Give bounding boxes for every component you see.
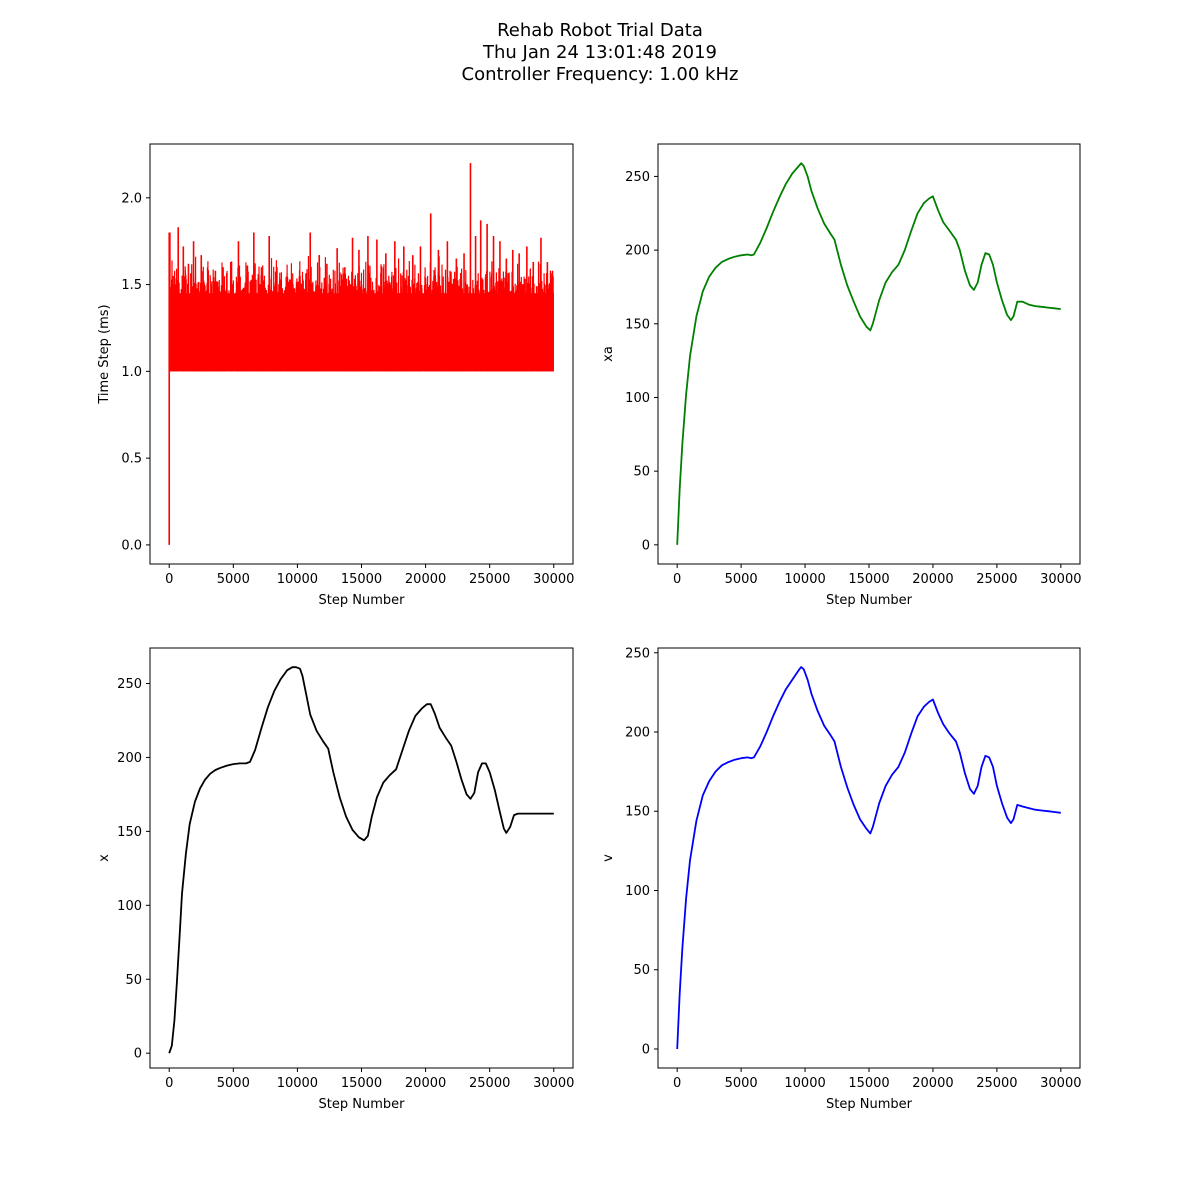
x-tick-label: 5000: [725, 1076, 758, 1091]
x-axis-label: Step Number: [319, 1097, 406, 1112]
y-tick-label: 0: [134, 1047, 142, 1062]
x-tick-label: 15000: [341, 572, 382, 587]
y-tick-label: 150: [117, 825, 142, 840]
plot-area-xa: [676, 162, 1061, 545]
x-axis-label: Step Number: [826, 1097, 913, 1112]
x-tick-label: 0: [673, 1076, 681, 1091]
title-line-3: Controller Frequency: 1.00 kHz: [461, 64, 739, 85]
x-tick-label: 5000: [725, 572, 758, 587]
data-line-v: [676, 666, 1061, 1050]
x-tick-label: 10000: [277, 572, 318, 587]
y-tick-label: 250: [625, 170, 650, 185]
chart-panel-v: 0 5000 10000 15000 20000 25000 30000 0 50 100 150 2…: [601, 646, 1081, 1112]
axes-frame-x: [149, 647, 574, 1069]
chart-panel-x: 0 5000 10000 15000 20000 25000 30000 0 50 100 150 2…: [97, 647, 574, 1112]
plot-area-time-step: [168, 163, 554, 545]
y-tick-label: 0.0: [121, 538, 142, 553]
chart-panel-time-step: 0 5000 10000 15000 20000 25000 30000 0.0 0.5 1.0 1…: [97, 143, 574, 608]
x-tick-label: 5000: [217, 572, 250, 587]
axes-frame-xa: [657, 143, 1081, 565]
x-tick-label: 30000: [533, 1076, 574, 1091]
y-tick-label: 1.0: [121, 365, 142, 380]
x-tick-label: 20000: [405, 572, 446, 587]
data-line-xa: [676, 162, 1061, 545]
y-tick-label: 0: [642, 1042, 650, 1057]
x-tick-label: 0: [165, 1076, 173, 1091]
x-tick-label: 10000: [784, 572, 825, 587]
y-axis-label: Time Step (ms): [97, 304, 112, 404]
x-tick-label: 25000: [469, 1076, 510, 1091]
y-tick-label: 100: [625, 884, 650, 899]
x-tick-label: 20000: [912, 572, 953, 587]
axes-frame-v: [657, 647, 1081, 1069]
x-tick-label: 10000: [784, 1076, 825, 1091]
y-tick-label: 50: [125, 973, 142, 988]
y-tick-label: 100: [625, 391, 650, 406]
y-tick-label: 0.5: [121, 452, 142, 467]
x-tick-label: 30000: [533, 572, 574, 587]
y-tick-label: 250: [625, 646, 650, 661]
x-axis-label: Step Number: [319, 593, 406, 608]
x-tick-label: 20000: [912, 1076, 953, 1091]
chart-panel-xa: 0 5000 10000 15000 20000 25000 30000 0 50 100 150 2…: [601, 143, 1081, 608]
x-tick-label: 30000: [1040, 572, 1081, 587]
title-line-2: Thu Jan 24 13:01:48 2019: [483, 42, 717, 63]
y-tick-label: 100: [117, 899, 142, 914]
x-tick-label: 15000: [848, 1076, 889, 1091]
y-axis-label: x: [97, 854, 112, 862]
x-tick-label: 15000: [848, 572, 889, 587]
x-tick-label: 30000: [1040, 1076, 1081, 1091]
x-tick-label: 25000: [469, 572, 510, 587]
x-tick-label: 10000: [277, 1076, 318, 1091]
y-tick-label: 50: [633, 465, 650, 480]
y-axis-label: v: [601, 854, 616, 862]
y-tick-label: 150: [625, 317, 650, 332]
title-line-1: Rehab Robot Trial Data: [497, 20, 703, 41]
x-tick-label: 25000: [976, 1076, 1017, 1091]
plot-area-x: [168, 666, 554, 1054]
y-axis-label: xa: [601, 346, 616, 362]
x-tick-label: 15000: [341, 1076, 382, 1091]
figure-title: Rehab Robot Trial Data Thu Jan 24 13:01:…: [0, 20, 1200, 86]
x-tick-label: 0: [673, 572, 681, 587]
y-tick-label: 200: [625, 726, 650, 741]
x-axis-label: Step Number: [826, 593, 913, 608]
x-tick-label: 25000: [976, 572, 1017, 587]
y-tick-label: 250: [117, 677, 142, 692]
y-tick-label: 200: [117, 751, 142, 766]
x-tick-label: 20000: [405, 1076, 446, 1091]
x-tick-label: 0: [165, 572, 173, 587]
plot-area-v: [676, 666, 1061, 1050]
y-tick-label: 50: [633, 963, 650, 978]
data-line-x: [168, 666, 554, 1054]
y-tick-label: 2.0: [121, 191, 142, 206]
y-tick-label: 150: [625, 805, 650, 820]
y-tick-label: 0: [642, 538, 650, 553]
y-tick-label: 200: [625, 244, 650, 259]
y-tick-label: 1.5: [121, 278, 142, 293]
x-tick-label: 5000: [217, 1076, 250, 1091]
